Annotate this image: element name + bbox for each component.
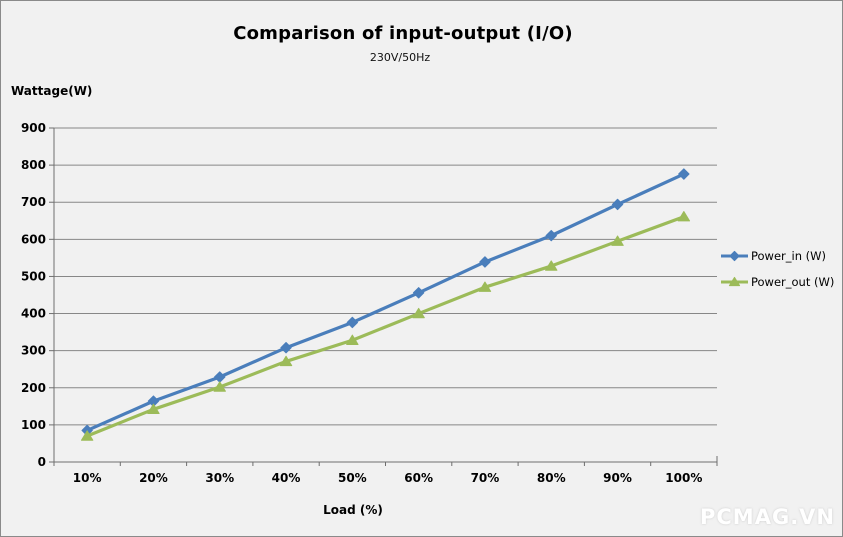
y-tick-label: 100 xyxy=(21,418,46,432)
x-tick-label: 40% xyxy=(272,471,301,485)
y-tick-label: 700 xyxy=(21,195,46,209)
series-0-marker xyxy=(479,256,491,268)
x-tick-label: 100% xyxy=(665,471,702,485)
watermark: PCMAG.VN xyxy=(700,505,835,529)
y-tick-label: 500 xyxy=(21,269,46,283)
y-tick-label: 400 xyxy=(21,307,46,321)
x-axis-title: Load (%) xyxy=(323,503,383,517)
y-tick-label: 0 xyxy=(38,455,46,469)
chart-subtitle: 230V/50Hz xyxy=(369,51,431,64)
series-1-marker xyxy=(80,430,94,441)
series-0-marker xyxy=(346,316,359,329)
triangle-icon xyxy=(728,276,741,287)
series-1-marker xyxy=(611,235,624,246)
y-tick-label: 800 xyxy=(21,158,46,172)
series-1-marker xyxy=(677,210,691,222)
series-0-marker xyxy=(412,287,425,299)
x-tick-label: 70% xyxy=(471,471,500,485)
y-axis-title: Wattage(W) xyxy=(11,84,93,98)
series-0-marker xyxy=(611,198,624,211)
y-tick-label: 900 xyxy=(21,121,46,135)
series-line-0 xyxy=(85,172,686,433)
x-tick-label: 20% xyxy=(139,471,168,485)
diamond-icon xyxy=(729,250,740,262)
series-1-marker xyxy=(412,307,425,319)
y-tick-label: 600 xyxy=(21,232,46,246)
series-1-marker xyxy=(478,281,492,292)
series-1-marker xyxy=(346,334,359,345)
series-0-marker xyxy=(214,371,226,383)
x-tick-label: 30% xyxy=(205,471,234,485)
x-tick-label: 90% xyxy=(603,471,632,485)
series-1-marker xyxy=(545,260,558,271)
series-1-marker xyxy=(147,403,160,415)
series-0-marker xyxy=(545,229,557,242)
series-1-marker xyxy=(213,381,226,392)
x-tick-label: 10% xyxy=(73,471,102,485)
legend-label-power-in: Power_in (W) xyxy=(751,249,827,263)
x-tick-label: 50% xyxy=(338,471,367,485)
y-tick-label: 300 xyxy=(21,344,46,358)
legend: Power_in (W) Power_out (W) xyxy=(720,248,834,300)
power-in-diamond-marker-icon xyxy=(721,250,748,262)
series-1-marker xyxy=(279,355,293,367)
series-line-1 xyxy=(85,215,686,438)
y-tick-label: 200 xyxy=(21,381,46,395)
legend-entry-power-in: Power_in (W) xyxy=(720,248,834,264)
x-tick-label: 80% xyxy=(537,471,566,485)
x-tick-label: 60% xyxy=(404,471,433,485)
series-0-marker xyxy=(280,341,292,354)
legend-label-power-out: Power_out (W) xyxy=(751,275,835,289)
legend-entry-power-out: Power_out (W) xyxy=(720,274,834,290)
power-out-triangle-marker-icon xyxy=(721,276,748,287)
chart-title: Comparison of input-output (I/O) xyxy=(233,23,573,44)
series-0-marker xyxy=(678,168,690,180)
